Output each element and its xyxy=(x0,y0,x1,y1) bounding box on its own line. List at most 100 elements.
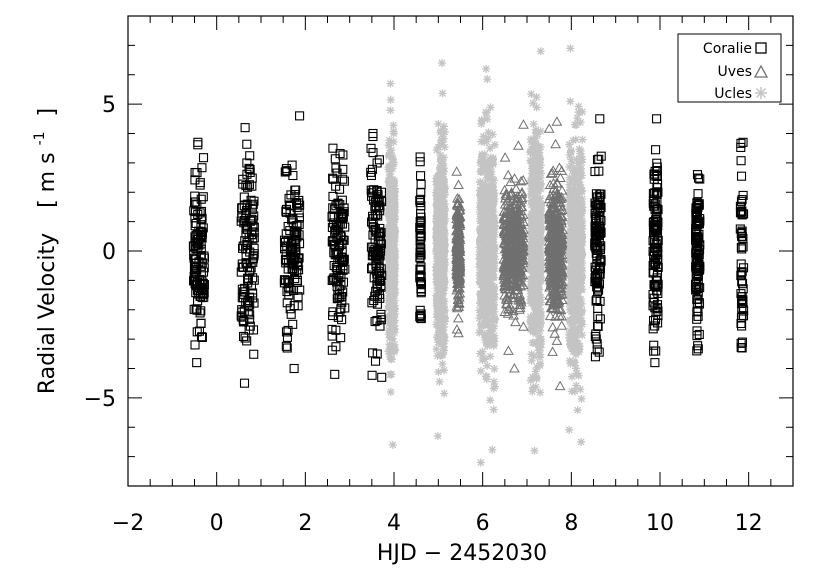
coralie-point xyxy=(649,235,660,245)
ucles-point xyxy=(575,251,584,260)
ucles-point xyxy=(433,307,442,316)
uves-point xyxy=(545,168,557,178)
coralie-point xyxy=(738,234,748,244)
coralie-point xyxy=(691,216,701,226)
coralie-point xyxy=(337,315,347,325)
uves-point xyxy=(499,306,511,316)
ucles-point xyxy=(476,239,485,248)
ucles-point xyxy=(486,247,495,256)
coralie-point xyxy=(288,319,298,329)
ucles-point xyxy=(526,312,535,321)
ucles-point xyxy=(532,161,541,170)
coralie-point xyxy=(240,333,250,343)
ucles-point xyxy=(386,169,395,178)
uves-point xyxy=(507,269,519,280)
uves-point xyxy=(498,253,510,264)
uves-point xyxy=(547,234,558,244)
uves-point xyxy=(550,311,561,321)
coralie-point xyxy=(736,156,746,166)
ucles-point xyxy=(486,272,495,281)
coralie-point xyxy=(738,137,748,147)
coralie-point xyxy=(694,329,704,340)
uves-point xyxy=(454,266,466,277)
ucles-point xyxy=(388,277,397,286)
coralie-point xyxy=(372,282,382,292)
ucles-point xyxy=(565,356,574,365)
ucles-point xyxy=(385,267,394,276)
ucles-point xyxy=(477,320,486,329)
coralie-point xyxy=(691,232,702,242)
ucles-point xyxy=(483,233,492,242)
ucles-point xyxy=(390,223,399,232)
ucles-point xyxy=(384,141,393,150)
ucles-point xyxy=(385,240,394,249)
ucles-point xyxy=(433,292,442,301)
coralie-point xyxy=(282,166,292,176)
ucles-point xyxy=(483,341,492,350)
coralie-point xyxy=(367,211,378,221)
uves-point xyxy=(451,246,462,256)
ucles-point xyxy=(565,140,574,149)
coralie-point xyxy=(691,277,702,287)
ucles-point xyxy=(440,389,449,398)
coralie-point xyxy=(192,358,202,368)
ucles-point xyxy=(487,208,496,217)
ucles-point xyxy=(435,197,444,206)
ucles-point xyxy=(577,299,586,308)
coralie-point xyxy=(653,279,663,289)
ucles-point xyxy=(433,172,442,181)
uves-point xyxy=(554,197,566,207)
ucles-point xyxy=(483,212,492,221)
ucles-point xyxy=(440,127,449,136)
uves-point xyxy=(501,299,513,309)
coralie-point xyxy=(369,185,379,195)
ucles-point xyxy=(568,270,577,279)
coralie-point xyxy=(245,167,255,178)
ucles-point xyxy=(490,140,499,149)
ucles-point xyxy=(486,326,495,335)
ucles-point xyxy=(575,220,584,229)
coralie-point xyxy=(416,279,427,289)
ucles-point xyxy=(567,387,576,396)
uves-point xyxy=(514,234,525,245)
uves-point xyxy=(543,123,555,133)
uves-point xyxy=(454,232,466,242)
coralie-point xyxy=(238,331,249,342)
ucles-point xyxy=(437,338,446,347)
coralie-point xyxy=(650,205,660,215)
uves-point xyxy=(504,274,516,284)
ucles-point xyxy=(478,186,487,195)
ucles-point xyxy=(387,305,396,314)
ucles-point xyxy=(432,345,441,354)
coralie-point xyxy=(736,196,747,206)
ucles-point xyxy=(489,191,498,200)
uves-point xyxy=(551,248,563,259)
coralie-point xyxy=(249,275,259,285)
uves-point xyxy=(452,312,464,323)
ucles-point xyxy=(535,273,544,282)
ucles-point xyxy=(482,283,491,292)
ucles-point xyxy=(384,296,393,305)
coralie-point xyxy=(415,248,425,258)
coralie-point xyxy=(649,346,659,356)
ucles-point xyxy=(489,377,498,386)
ucles-point xyxy=(389,127,398,136)
ucles-point xyxy=(570,244,579,253)
ucles-point xyxy=(483,193,492,202)
ucles-point xyxy=(482,372,491,381)
ucles-point xyxy=(390,328,399,337)
uves-point xyxy=(556,185,568,195)
ucles-point xyxy=(475,224,484,233)
coralie-point xyxy=(648,315,659,326)
ucles-point xyxy=(439,329,448,338)
ucles-point xyxy=(386,79,395,88)
coralie-point xyxy=(281,327,292,337)
coralie-point xyxy=(328,143,338,153)
coralie-point xyxy=(735,208,746,218)
ucles-point xyxy=(390,264,399,273)
ucles-point xyxy=(487,167,496,176)
coralie-point xyxy=(737,321,747,331)
uves-point xyxy=(502,169,514,180)
ucles-point xyxy=(489,259,498,268)
ucles-point xyxy=(483,240,492,249)
